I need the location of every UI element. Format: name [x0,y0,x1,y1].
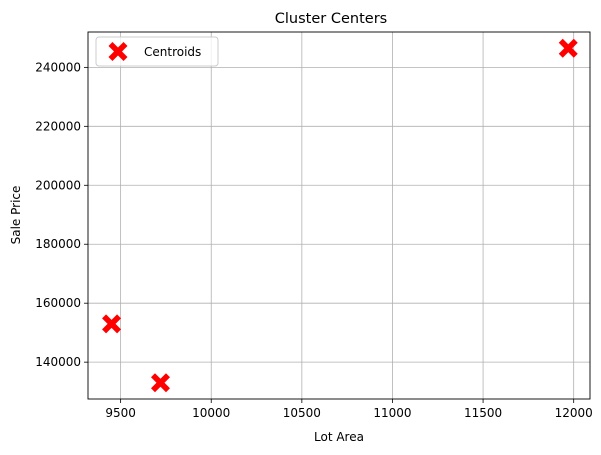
y-tick-label: 220000 [35,119,81,133]
legend-marker-x-icon [108,42,128,61]
legend: Centroids [95,36,219,67]
y-tick-label: 180000 [35,237,81,251]
data-points [102,38,578,393]
y-tick-label: 200000 [35,178,81,192]
grid-lines [88,32,590,399]
x-tick-label: 11000 [373,406,411,420]
plot-frame [87,31,591,400]
y-tick-label: 160000 [35,296,81,310]
y-axis-label: Sale Price [9,186,23,245]
x-tick-label: 12000 [555,406,593,420]
centroid-marker [102,314,122,334]
x-axis-label: Lot Area [314,430,364,444]
x-tick-label: 10000 [192,406,230,420]
y-tick-label: 140000 [35,355,81,369]
chart-title: Cluster Centers [275,11,387,27]
y-tick-label: 240000 [35,60,81,74]
centroid-marker [558,38,578,58]
legend-entry-centroids: Centroids [144,45,201,59]
legend-box [95,36,219,67]
y-axis-ticks: 140000 160000 180000 200000 220000 240000 [35,60,88,369]
centroid-marker [150,373,170,393]
x-tick-label: 11500 [464,406,502,420]
x-tick-label: 9500 [105,406,136,420]
x-axis-ticks: 9500 10000 10500 11000 11500 12000 [105,399,593,420]
x-tick-label: 10500 [283,406,321,420]
